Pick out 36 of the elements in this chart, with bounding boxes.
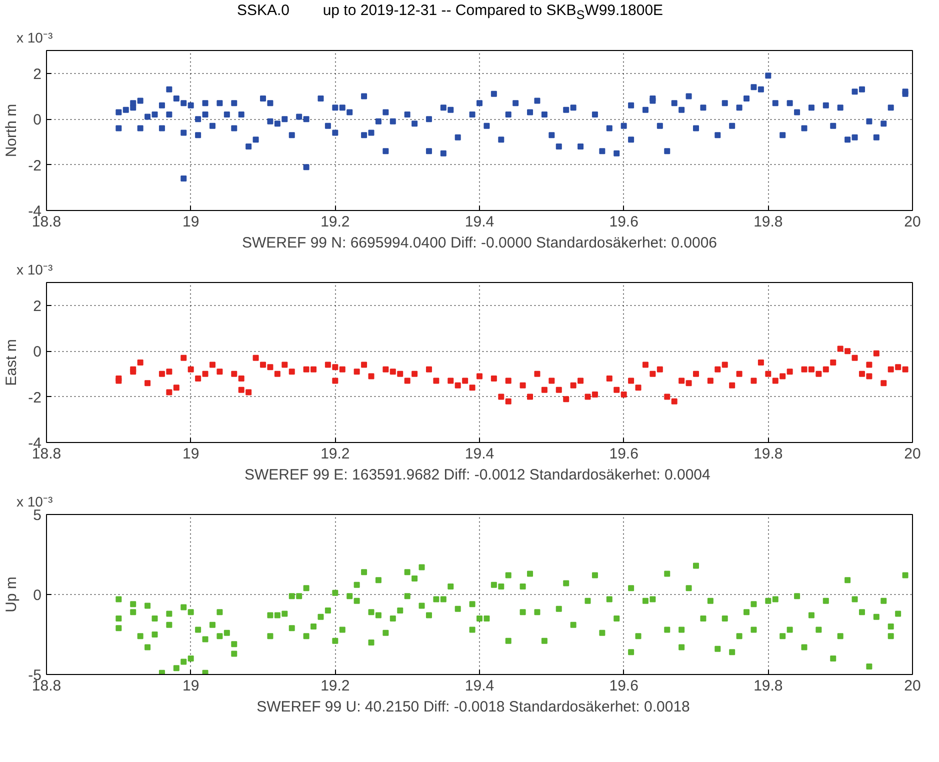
y-tick-label: -2: [28, 157, 42, 174]
x-tick-label: 19: [182, 678, 200, 694]
x-axis-title: SWEREF 99 U: 40.2150 Diff: -0.0018 Standardosäkerhet: 0.0018: [256, 698, 690, 716]
y-tick-label: 0: [33, 112, 42, 129]
x-axis-title: SWEREF 99 E: 163591.9682 Diff: -0.0012 Standardosäkerhet: 0.0004: [244, 466, 710, 484]
y-tick-label: 5: [33, 507, 42, 524]
y-tick-label: 2: [33, 298, 42, 315]
y-tick-label: 0: [33, 587, 42, 604]
y-tick-label: -2: [28, 389, 42, 406]
x-tick-label: 19.6: [609, 214, 638, 230]
x-tick-label: 19.6: [609, 446, 638, 462]
text: x 10⁻³: [16, 494, 53, 510]
x-tick-label: 19.2: [320, 214, 350, 230]
text: x 10⁻³: [16, 30, 53, 46]
x-tick-label: 19.8: [754, 678, 783, 694]
x-tick-label: 19.8: [754, 446, 783, 462]
x-tick-label: 19.2: [320, 446, 350, 462]
y-axis-title: North m: [3, 104, 20, 158]
x-tick-label: 19.2: [320, 678, 350, 694]
x-tick-label: 19.4: [464, 446, 494, 462]
y-tick-label: 0: [33, 344, 42, 361]
y-axis-title: East m: [3, 339, 20, 386]
y-axis-title: Up m: [3, 576, 20, 612]
x-tick-label: 19: [182, 446, 200, 462]
text: x 10⁻³: [16, 262, 53, 278]
x-tick-label: 20: [904, 678, 921, 694]
y-tick-label: 2: [33, 66, 42, 83]
x-tick-label: 19.4: [464, 678, 494, 694]
x-tick-label: 19.6: [609, 678, 638, 694]
x-axis-title: SWEREF 99 N: 6695994.0400 Diff: -0.0000 Standardosäkerhet: 0.0006: [242, 234, 718, 252]
x-tick-label: 20: [904, 446, 921, 462]
chart-title: SSKA.0 up to 2019-12-31 -- Compared to SKB$_{S}$W99.1800E: [236, 1, 664, 24]
x-tick-label: 19.8: [754, 214, 783, 230]
x-tick-label: 19: [182, 214, 200, 230]
x-tick-label: 19.4: [464, 214, 494, 230]
x-tick-label: 20: [904, 214, 921, 230]
